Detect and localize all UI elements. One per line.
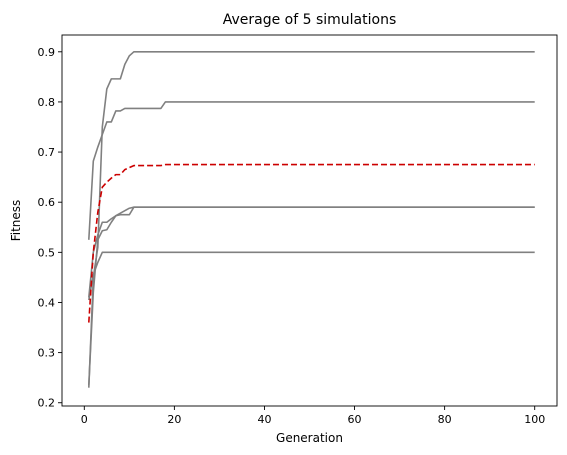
average-series-line (88, 163, 535, 323)
x-tick-label: 60 (348, 413, 362, 426)
x-tick-label: 40 (257, 413, 271, 426)
y-tick-label: 0.4 (38, 296, 56, 309)
series-layer (88, 51, 535, 388)
y-tick-label: 0.8 (38, 96, 56, 109)
x-tick-label: 80 (438, 413, 452, 426)
x-axis-label: Generation (276, 431, 343, 445)
simulation-series-line-3 (88, 206, 535, 298)
y-axis: 0.2 0.3 0.4 0.5 0.6 0.7 0.8 0.9 (38, 46, 62, 410)
y-tick-label: 0.6 (38, 196, 56, 209)
simulation-series-line-2 (88, 101, 535, 240)
x-tick-label: 0 (81, 413, 88, 426)
y-tick-label: 0.7 (38, 146, 56, 159)
simulation-series-line-5 (88, 251, 535, 301)
chart-title: Average of 5 simulations (223, 12, 397, 28)
y-tick-label: 0.9 (38, 46, 56, 59)
y-axis-label: Fitness (9, 200, 23, 242)
simulation-series-line-4 (88, 206, 535, 386)
plot-frame (61, 34, 558, 407)
y-tick-label: 0.3 (38, 347, 56, 360)
x-axis: 0 20 40 60 80 100 (81, 406, 545, 426)
x-tick-label: 20 (167, 413, 181, 426)
y-tick-label: 0.5 (38, 246, 56, 259)
x-tick-label: 100 (524, 413, 545, 426)
y-tick-label: 0.2 (38, 397, 56, 410)
